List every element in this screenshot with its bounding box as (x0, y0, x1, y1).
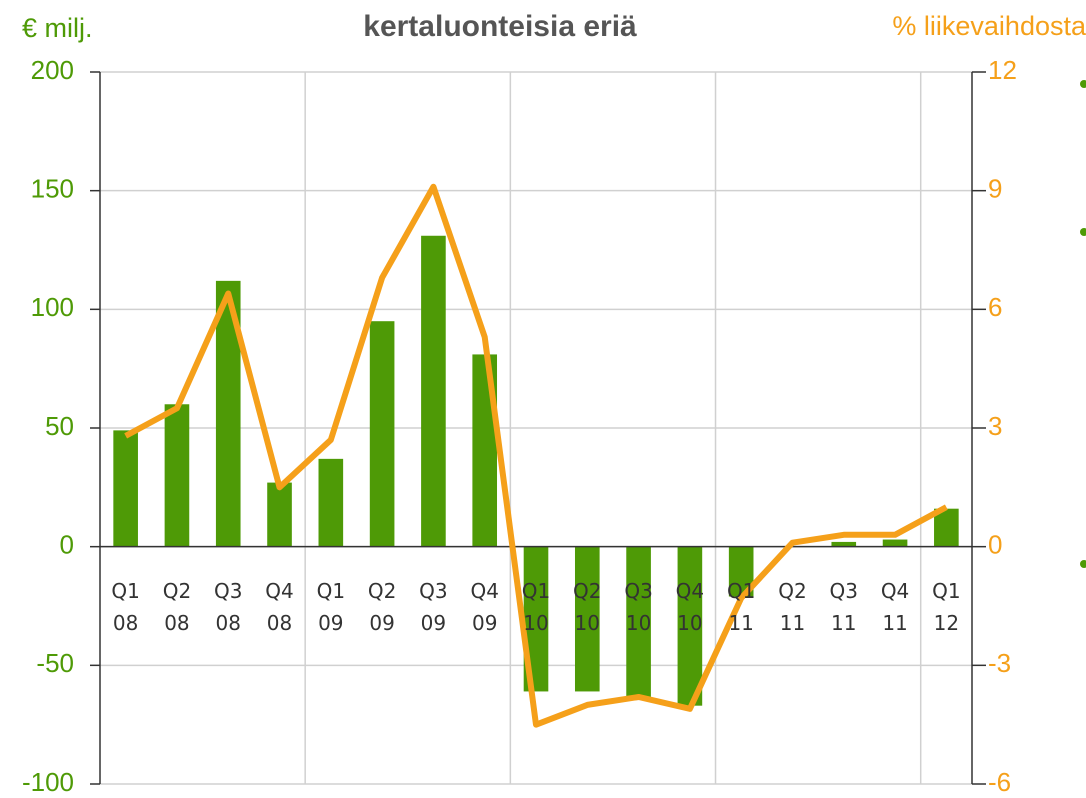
x-tick-label: Q2 09 (367, 578, 397, 635)
bar (882, 539, 908, 547)
bar (626, 546, 651, 699)
bullet (1080, 80, 1086, 88)
x-tick-label: Q1 11 (726, 578, 756, 635)
y-tick-label: 100 (31, 292, 74, 322)
x-tick-label: Q4 08 (265, 578, 294, 635)
x-tick-label: Q1 10 (521, 578, 551, 635)
bar (267, 482, 292, 547)
y2-tick-label: -3 (988, 648, 1011, 678)
y-tick-label: 0 (60, 530, 74, 560)
y-axis-label: € milj. (22, 13, 93, 43)
x-tick-label: Q1 09 (316, 578, 346, 635)
bullet (1080, 228, 1086, 236)
bar (677, 546, 703, 706)
y2-tick-label: 0 (988, 530, 1002, 560)
y2-tick-label: -6 (988, 767, 1011, 797)
bar (164, 404, 190, 547)
x-tick-label: Q2 08 (162, 578, 192, 635)
bar (831, 541, 857, 547)
chart-title: kertaluonteisia eriä (363, 10, 637, 43)
y-tick-label: -50 (36, 648, 74, 678)
bar (113, 430, 138, 547)
y-tick-label: 200 (31, 55, 74, 85)
x-tick-label: Q3 10 (624, 578, 653, 635)
x-tick-label: Q3 11 (829, 578, 858, 635)
x-tick-label: Q2 11 (778, 578, 807, 635)
y2-tick-label: 3 (988, 411, 1002, 441)
bar (421, 235, 446, 547)
y-tick-label: 50 (45, 411, 74, 441)
line (124, 183, 948, 728)
bar (369, 321, 395, 547)
x-tick-label: Q4 10 (675, 578, 705, 635)
y2-axis-label: % liikevaihdosta (892, 11, 1086, 41)
x-tick-label: Q4 11 (880, 578, 910, 635)
x-tick-label: Q4 09 (470, 578, 499, 635)
bar (318, 458, 344, 547)
y2-tick-label: 12 (988, 55, 1017, 85)
bar (574, 546, 600, 692)
y2-tick-label: 6 (988, 292, 1002, 322)
bullet (1080, 560, 1086, 568)
bar (934, 508, 959, 547)
x-tick-label: Q3 08 (214, 578, 243, 635)
y2-tick-label: 9 (988, 174, 1002, 204)
x-tick-label: Q2 10 (573, 578, 602, 635)
x-tick-label: Q1 12 (932, 578, 961, 635)
x-tick-label: Q1 08 (111, 578, 140, 635)
x-tick-label: Q3 09 (419, 578, 448, 635)
y-tick-label: 150 (31, 174, 74, 204)
y-tick-label: -100 (22, 767, 74, 797)
